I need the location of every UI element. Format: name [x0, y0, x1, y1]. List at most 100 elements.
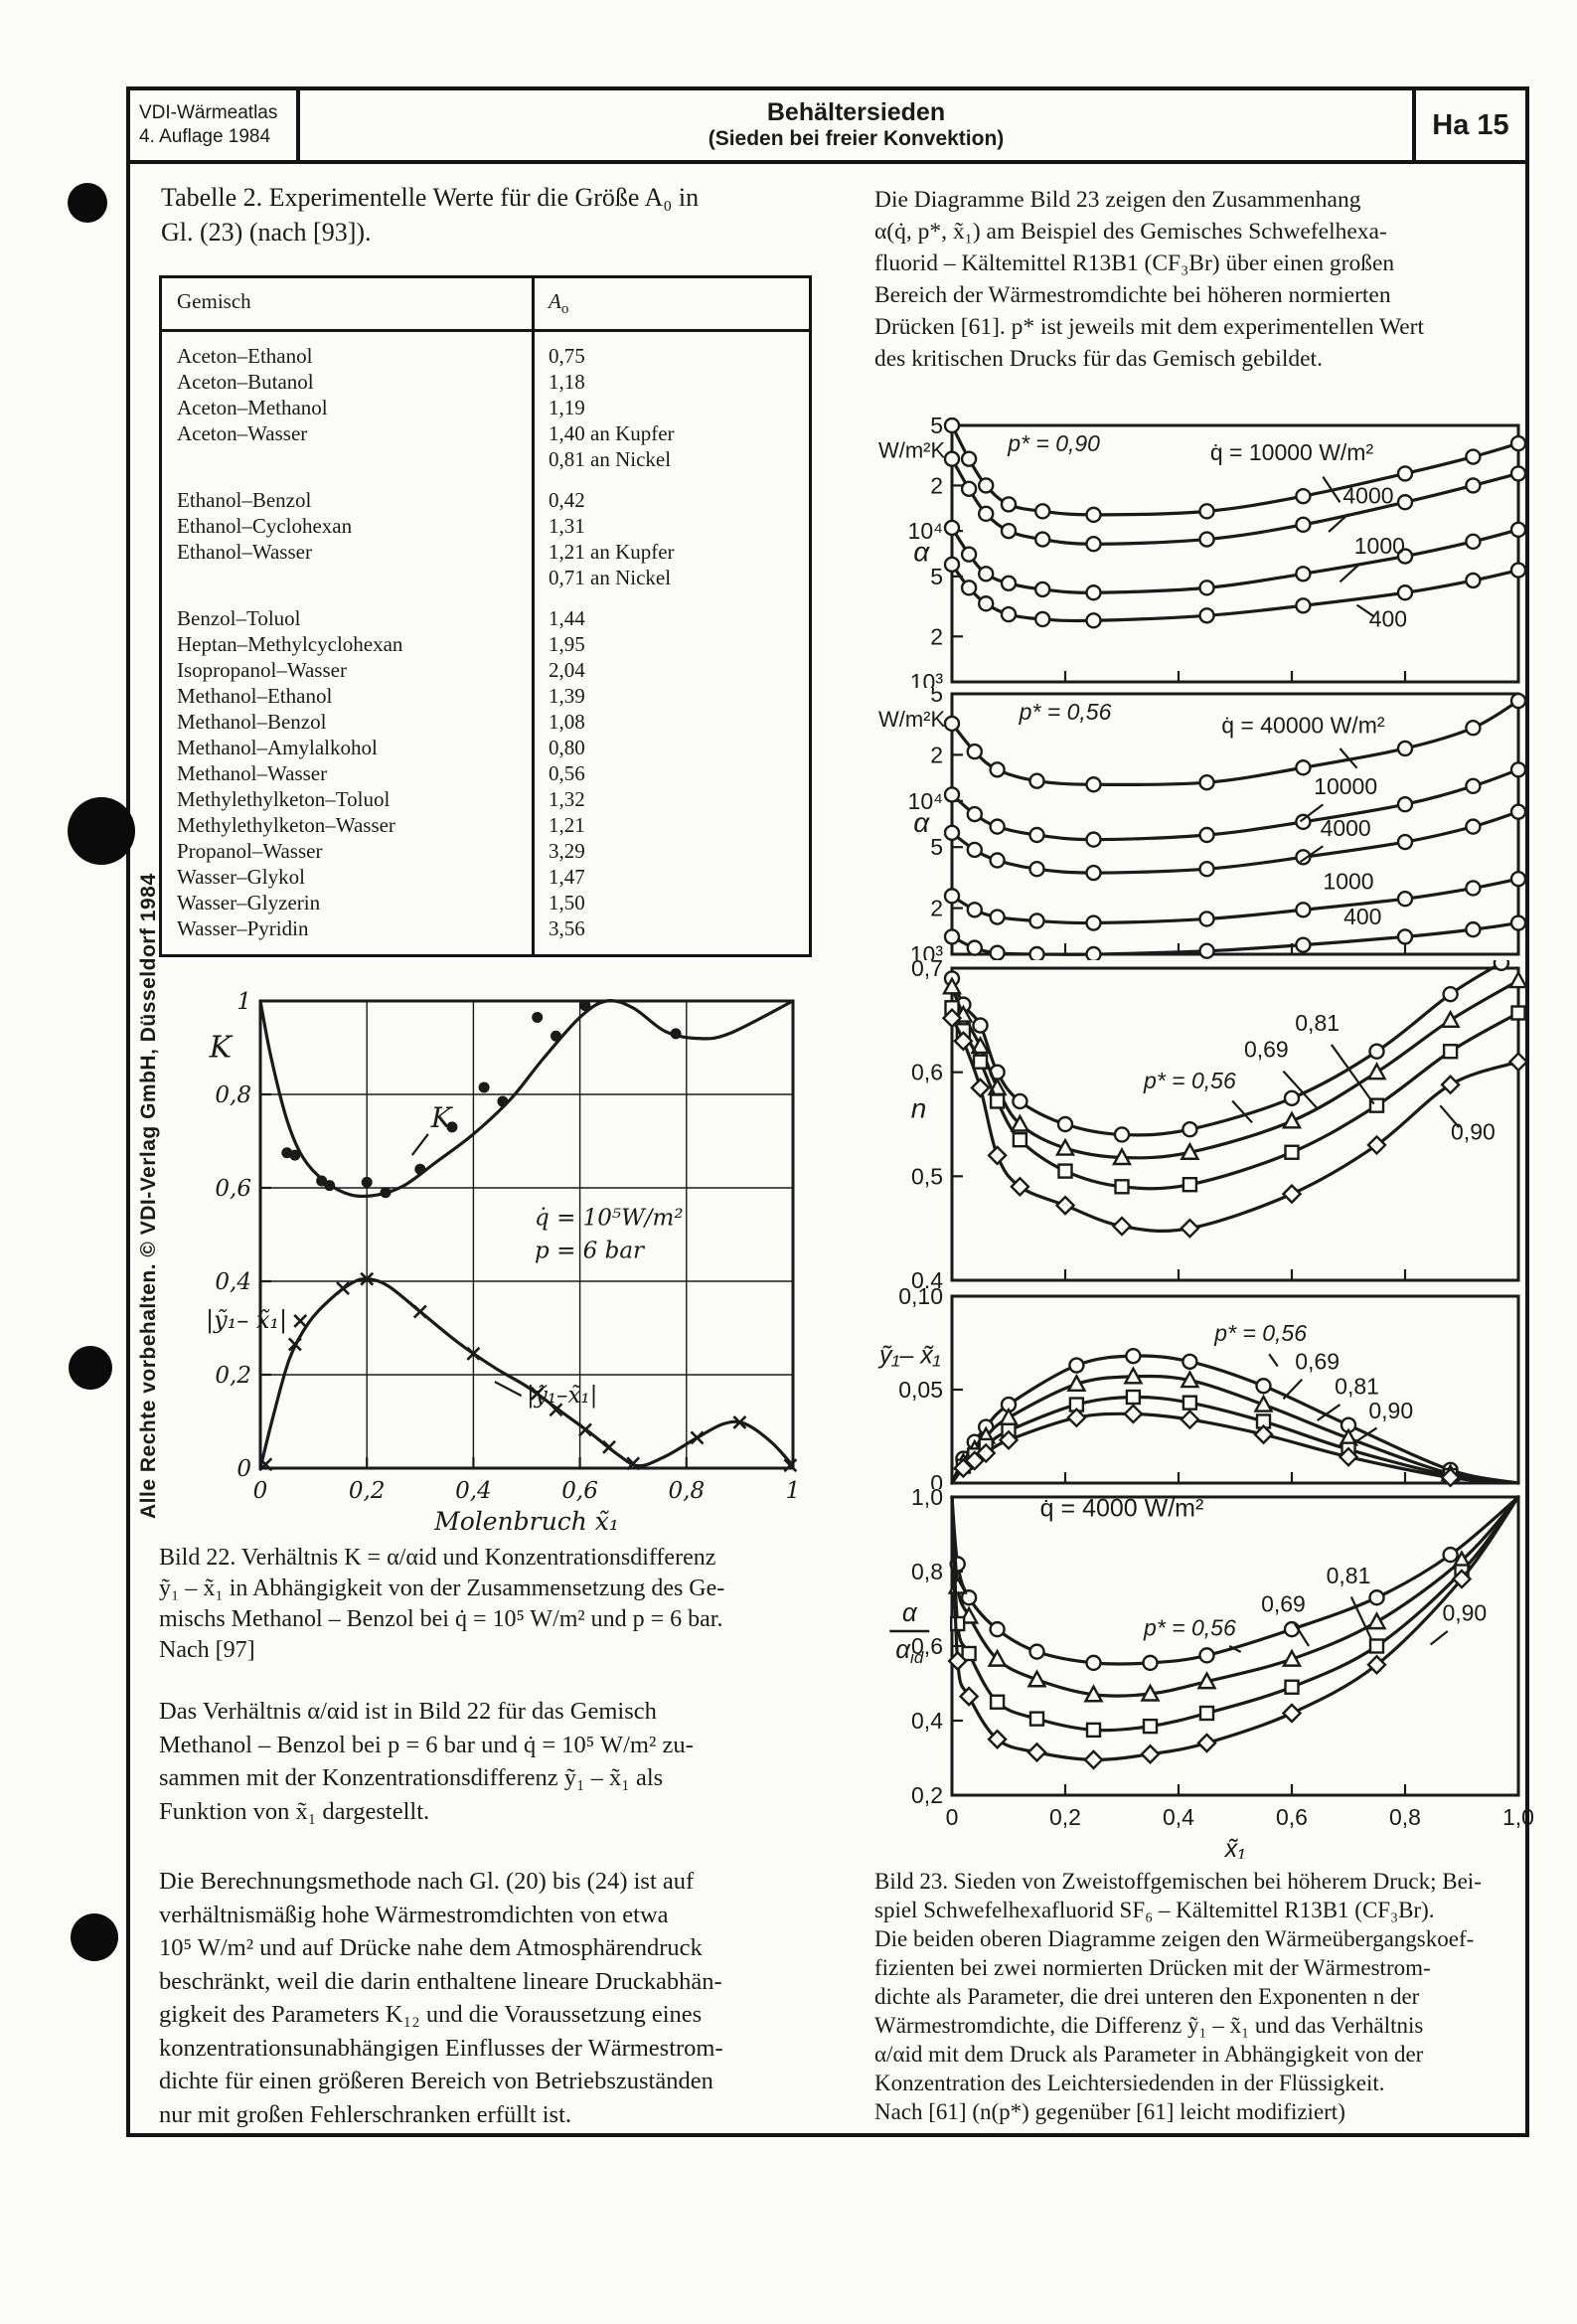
table-row: Benzol–Toluol 1,44: [162, 605, 809, 631]
svg-text:0,2: 0,2: [349, 1478, 386, 1504]
a0-value: 3,56: [549, 916, 585, 941]
mixture-name: Aceton–Butanol: [177, 370, 314, 395]
svg-text:0,2: 0,2: [215, 1363, 251, 1389]
punch-hole: [68, 183, 107, 223]
svg-text:0,8: 0,8: [1389, 1804, 1421, 1830]
svg-text:4000: 4000: [1321, 815, 1371, 841]
svg-text:0: 0: [253, 1478, 268, 1504]
publication-name: VDI-Wärmeatlas: [139, 102, 278, 123]
table2-title: Tabelle 2. Experimentelle Werte für die …: [161, 183, 700, 247]
svg-text:0,2: 0,2: [1049, 1804, 1081, 1830]
bild23-chart-alpha-ratio: 0 0,2 0,4 0,6 0,8 1,00,20,40,60,81,0x̃₁q̇ = 4…: [889, 1489, 1534, 1859]
svg-text:0: 0: [930, 1470, 943, 1489]
svg-text:5: 5: [930, 417, 943, 438]
svg-text:0,81: 0,81: [1327, 1563, 1371, 1588]
table-row: Wasser–Pyridin 3,56: [162, 915, 809, 941]
table-row: Aceton–Butanol 1,18: [162, 369, 809, 395]
table-row: Methanol–Amylalkohol 0,80: [162, 735, 809, 760]
mixture-name: Methanol–Wasser: [177, 761, 328, 786]
a0-value: 0,42: [549, 488, 585, 513]
mixture-name: Aceton–Ethanol: [177, 344, 313, 369]
svg-text:p* = 0,56: p* = 0,56: [1019, 699, 1112, 725]
svg-text:10000: 10000: [1314, 773, 1377, 799]
svg-text:0,4: 0,4: [455, 1478, 492, 1504]
punch-hole: [68, 797, 135, 865]
table-row: Aceton–Wasser 1,40 an Kupfer 0,81 an Nick…: [162, 420, 809, 472]
a0-value: 1,32: [549, 787, 585, 812]
a0-value: 0,56: [549, 761, 585, 786]
mixture-name: Methanol–Benzol: [177, 710, 327, 735]
table2-header: Gemisch Ao: [162, 278, 809, 333]
svg-text:4000: 4000: [1342, 483, 1393, 509]
svg-text:2: 2: [930, 623, 943, 649]
table-row: Ethanol–Benzol 0,42: [162, 487, 809, 513]
table-row: Methanol–Wasser 0,56: [162, 760, 809, 786]
mixture-name: Propanol–Wasser: [177, 839, 323, 864]
table-row: Aceton–Methanol 1,19: [162, 395, 809, 420]
svg-text:p* = 0,56: p* = 0,56: [1143, 1068, 1236, 1093]
svg-text:0: 0: [946, 1804, 959, 1830]
bild22-caption: Bild 22. Verhältnis K = α/αid und Konzen…: [159, 1545, 725, 1663]
table-row: Ethanol–Wasser 1,21 an Kupfer 0,71 an Nic…: [162, 539, 809, 590]
mixture-name: Aceton–Wasser: [177, 421, 308, 446]
svg-text:0,4: 0,4: [215, 1269, 251, 1295]
a0-value: 2,04: [549, 658, 585, 683]
svg-text:0,90: 0,90: [1368, 1398, 1413, 1423]
mixture-name: Aceton–Methanol: [177, 396, 328, 420]
svg-text:|ỹ₁– x̃₁|: |ỹ₁– x̃₁|: [206, 1306, 287, 1335]
svg-text:0,7: 0,7: [911, 960, 943, 981]
svg-text:0,4: 0,4: [1163, 1804, 1194, 1830]
svg-text:400: 400: [1343, 904, 1381, 929]
svg-text:0,4: 0,4: [911, 1267, 943, 1288]
table2: Gemisch Ao Aceton–Ethanol 0,75 Aceton–Buta…: [159, 275, 812, 958]
svg-text:K: K: [209, 1030, 234, 1065]
a0-value: 1,19: [549, 396, 585, 420]
svg-text:x̃₁: x̃₁: [1224, 1835, 1246, 1859]
svg-text:0: 0: [237, 1456, 251, 1482]
svg-text:ỹ₁– x̃₁: ỹ₁– x̃₁: [877, 1342, 941, 1370]
table-row: Methylethylketon–Wasser 1,21: [162, 812, 809, 838]
table-row: Methanol–Benzol 1,08: [162, 709, 809, 735]
svg-text:p = 6 bar: p = 6 bar: [535, 1239, 646, 1264]
svg-text:Molenbruch x̃₁: Molenbruch x̃₁: [433, 1507, 619, 1536]
svg-text:1,0: 1,0: [911, 1489, 943, 1510]
svg-text:0,6: 0,6: [911, 1633, 943, 1659]
table-row: Isopropanol–Wasser 2,04: [162, 657, 809, 683]
mixture-name: Ethanol–Benzol: [177, 488, 312, 513]
a0-value: 1,44: [549, 606, 585, 631]
svg-text:0,81: 0,81: [1335, 1374, 1379, 1400]
table-row: Methanol–Ethanol 1,39: [162, 683, 809, 709]
mixture-name: Methanol–Amylalkohol: [177, 736, 378, 760]
svg-text:0,8: 0,8: [215, 1082, 251, 1108]
svg-text:10⁴: 10⁴: [908, 788, 943, 814]
table-row: Aceton–Ethanol 0,75: [162, 343, 809, 369]
svg-text:0,81: 0,81: [1295, 1010, 1340, 1036]
svg-text:1000: 1000: [1354, 533, 1405, 559]
bild22-chart: 0 0,2 0,4 0,6 0,8 1 0 0,2 0,4 0,6 0,8 1 Molenbruch x…: [206, 989, 800, 1536]
svg-text:0,5: 0,5: [911, 1163, 943, 1189]
a0-value: 1,21: [549, 813, 585, 838]
svg-text:5: 5: [930, 564, 943, 589]
svg-text:0,4: 0,4: [911, 1708, 943, 1734]
svg-text:2: 2: [930, 742, 943, 767]
a0-value: 1,95: [549, 632, 585, 657]
svg-text:α: α: [902, 1597, 918, 1627]
svg-text:5: 5: [930, 688, 943, 707]
table-row: Heptan–Methylcyclohexan 1,95: [162, 631, 809, 657]
svg-text:p* = 0,56: p* = 0,56: [1213, 1320, 1307, 1346]
a0-value: 3,29: [549, 839, 585, 864]
svg-text:10⁴: 10⁴: [908, 518, 943, 544]
svg-text:p* = 0,90: p* = 0,90: [1007, 430, 1100, 456]
svg-text:10³: 10³: [910, 941, 944, 960]
page-title: Behältersieden: [766, 98, 946, 126]
svg-text:0,05: 0,05: [898, 1377, 943, 1403]
svg-text:0,69: 0,69: [1295, 1348, 1340, 1374]
mixture-name: Ethanol–Wasser: [177, 540, 312, 565]
svg-text:q̇ = 10000 W/m²: q̇ = 10000 W/m²: [1210, 439, 1374, 465]
bild23-intro: Die Diagramme Bild 23 zeigen den Zusamme…: [874, 187, 1425, 372]
svg-text:q̇ = 4000 W/m²: q̇ = 4000 W/m²: [1040, 1495, 1204, 1523]
svg-text:n: n: [911, 1093, 927, 1124]
svg-text:5: 5: [930, 834, 943, 860]
svg-text:1,0: 1,0: [1502, 1804, 1534, 1830]
